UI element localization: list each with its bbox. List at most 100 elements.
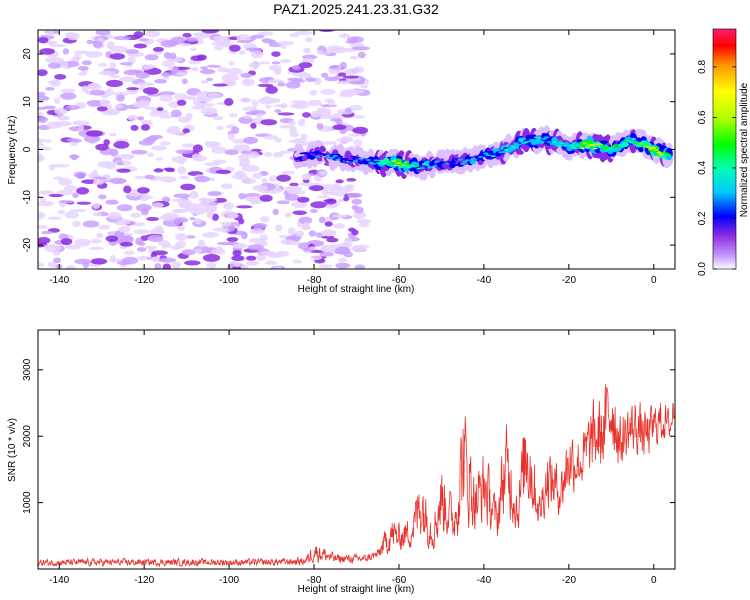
noise-blob	[191, 104, 205, 110]
noise-blob	[138, 100, 151, 107]
noise-blob	[175, 240, 187, 249]
noise-blob	[81, 179, 97, 184]
colorbar-label: Normalized spectral amplitude	[739, 82, 750, 217]
noise-blob	[352, 114, 365, 119]
noise-blob	[353, 139, 363, 147]
heatmap-y-tick-label: 0	[22, 146, 33, 152]
noise-blob	[109, 177, 127, 185]
noise-blob	[124, 49, 140, 54]
noise-blob	[194, 218, 203, 225]
noise-blob	[274, 224, 283, 232]
noise-blob	[240, 72, 252, 79]
noise-blob	[190, 55, 205, 62]
noise-blob	[46, 30, 55, 37]
noise-blob	[38, 116, 48, 124]
noise-blob	[162, 60, 175, 68]
noise-blob	[285, 81, 301, 89]
noise-blob	[153, 168, 164, 173]
noise-blob	[177, 43, 192, 47]
noise-blob	[292, 210, 307, 216]
noise-blob	[261, 177, 268, 184]
noise-blob	[226, 81, 236, 86]
noise-blob	[289, 126, 298, 135]
noise-blob	[159, 214, 176, 221]
noise-blob	[121, 232, 134, 236]
noise-blob	[310, 201, 328, 209]
colorbar-tick-label: 0.8	[697, 60, 708, 74]
noise-blob	[57, 209, 66, 215]
noise-blob	[213, 45, 224, 51]
noise-blob	[103, 139, 110, 146]
noise-blob	[280, 43, 287, 49]
signal-blob	[465, 159, 471, 162]
noise-blob	[98, 194, 107, 200]
noise-blob	[71, 139, 83, 143]
snr-frame	[37, 329, 676, 570]
signal-blob	[500, 151, 506, 153]
snr-y-axis: 1000 2000 3000	[22, 358, 675, 514]
noise-blob	[352, 126, 369, 134]
signal-blob	[293, 152, 301, 158]
noise-blob	[171, 156, 188, 163]
noise-blob	[343, 240, 352, 248]
signal-blob	[426, 166, 433, 169]
noise-blob	[185, 112, 193, 121]
noise-blob	[93, 179, 105, 185]
signal-blob	[449, 162, 456, 168]
heatmap-x-tick-label: -100	[219, 275, 239, 286]
noise-blob	[238, 192, 246, 200]
noise-blob	[324, 98, 334, 103]
noise-blob	[116, 161, 124, 165]
noise-blob	[303, 47, 311, 54]
noise-blob	[278, 235, 288, 239]
noise-blob	[38, 190, 55, 195]
noise-blob	[298, 216, 313, 224]
noise-blob	[201, 30, 219, 34]
noise-blob	[301, 173, 312, 181]
signal-blob	[314, 155, 320, 158]
noise-blob	[193, 248, 203, 253]
noise-blob	[47, 216, 62, 220]
noise-blob	[279, 59, 292, 63]
noise-blob	[335, 118, 343, 125]
noise-blob	[308, 185, 324, 192]
noise-blob	[171, 198, 188, 202]
noise-blob	[172, 65, 179, 74]
signal-blob	[370, 162, 377, 165]
noise-blob	[140, 124, 151, 131]
noise-blob	[142, 65, 154, 70]
signal-blob	[414, 165, 420, 168]
noise-blob	[118, 76, 136, 83]
noise-blob	[130, 124, 139, 131]
heatmap-x-tick-label: -140	[49, 275, 69, 286]
noise-blob	[198, 197, 209, 203]
spectrogram-image	[38, 30, 674, 269]
noise-blob	[272, 151, 284, 158]
noise-blob	[182, 128, 190, 134]
noise-blob	[236, 40, 253, 44]
noise-blob	[132, 229, 150, 234]
noise-blob	[56, 189, 74, 196]
signal-blob	[342, 158, 349, 160]
noise-blob	[189, 217, 196, 221]
signal-blob	[666, 153, 672, 156]
noise-blob	[265, 104, 272, 109]
signal-blob	[393, 164, 399, 167]
noise-blob	[73, 50, 90, 55]
noise-blob	[72, 192, 79, 198]
noise-blob	[335, 179, 344, 184]
noise-blob	[159, 141, 171, 146]
signal-blob	[658, 153, 664, 156]
signal-blob	[490, 155, 496, 158]
noise-blob	[228, 44, 241, 52]
noise-blob	[165, 168, 176, 173]
noise-blob	[200, 103, 216, 107]
noise-blob	[231, 255, 245, 262]
noise-blob	[106, 41, 115, 50]
signal-blob	[360, 160, 366, 163]
noise-blob	[265, 85, 278, 94]
signal-blob	[419, 167, 425, 169]
noise-blob	[186, 235, 196, 239]
snr-y-tick-label: 2000	[22, 425, 33, 448]
